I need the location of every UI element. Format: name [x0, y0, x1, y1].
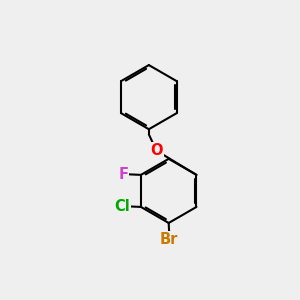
Text: F: F [119, 167, 129, 182]
Text: Cl: Cl [115, 199, 130, 214]
Text: O: O [150, 143, 163, 158]
Text: Br: Br [160, 232, 178, 247]
